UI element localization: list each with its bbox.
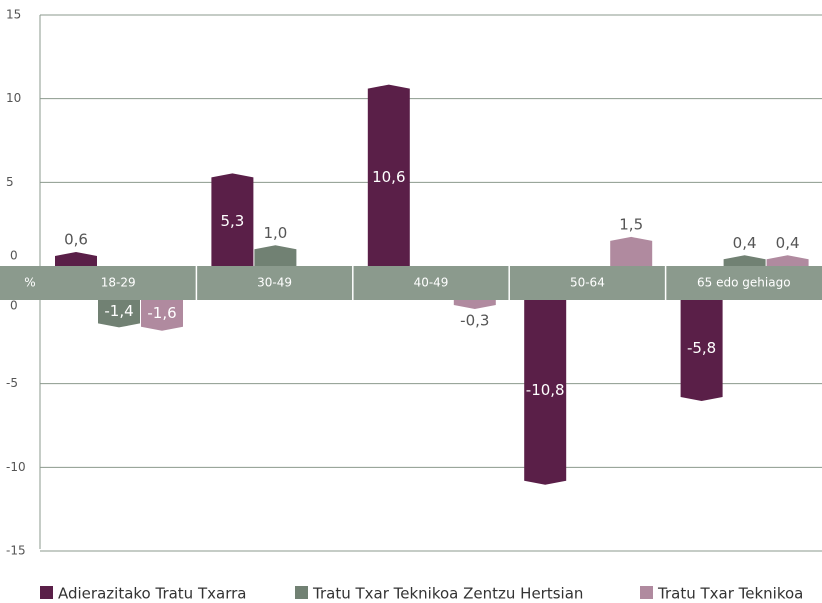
value-label: -5,8 <box>687 339 716 357</box>
bar <box>211 173 254 266</box>
bar <box>766 255 809 266</box>
legend-swatch <box>640 586 653 599</box>
y-tick-label: 10 <box>6 91 21 105</box>
bar <box>141 300 183 331</box>
value-label: -1,6 <box>147 304 176 322</box>
value-label: -10,8 <box>526 381 565 399</box>
bar <box>610 236 653 266</box>
bar <box>254 245 297 266</box>
value-label: 0,4 <box>776 234 800 252</box>
value-label: 1,0 <box>263 224 287 242</box>
y-tick-label: 15 <box>6 8 21 22</box>
x-tick-label: 50-64 <box>570 276 605 290</box>
x-tick-label: 65 edo gehiago <box>697 276 791 290</box>
y-tick-label: 0 <box>10 249 18 263</box>
y-tick-label: -10 <box>6 460 26 474</box>
value-label: -0,3 <box>460 312 489 330</box>
bar <box>524 300 567 485</box>
value-label: 1,5 <box>619 215 643 233</box>
x-tick-label: 40-49 <box>414 276 449 290</box>
legend-label: Tratu Txar Teknikoa <box>657 585 803 603</box>
value-label: -1,4 <box>104 302 133 320</box>
bar <box>453 300 496 310</box>
unit-band <box>0 266 40 300</box>
legend-swatch <box>295 586 308 599</box>
legend-label: Adierazitako Tratu Txarra <box>58 585 246 603</box>
x-tick-label: 30-49 <box>257 276 292 290</box>
y-tick-label: 5 <box>6 175 14 189</box>
bar <box>98 300 140 328</box>
bar <box>55 251 97 266</box>
y-tick-label: -15 <box>6 544 26 558</box>
x-tick-label: 18-29 <box>101 276 136 290</box>
y-tick-label: -5 <box>6 376 18 390</box>
bar <box>367 84 410 266</box>
axis-unit: % <box>24 276 35 290</box>
legend-label: Tratu Txar Teknikoa Zentzu Hertsian <box>312 585 583 603</box>
y-tick-label: 0 <box>10 299 18 313</box>
category-band <box>40 266 822 300</box>
value-label: 0,4 <box>733 234 757 252</box>
legend-swatch <box>40 586 53 599</box>
bar <box>723 255 766 266</box>
value-label: 0,6 <box>64 230 88 248</box>
bar <box>680 300 723 402</box>
value-label: 10,6 <box>372 168 405 186</box>
value-label: 5,3 <box>220 212 244 230</box>
